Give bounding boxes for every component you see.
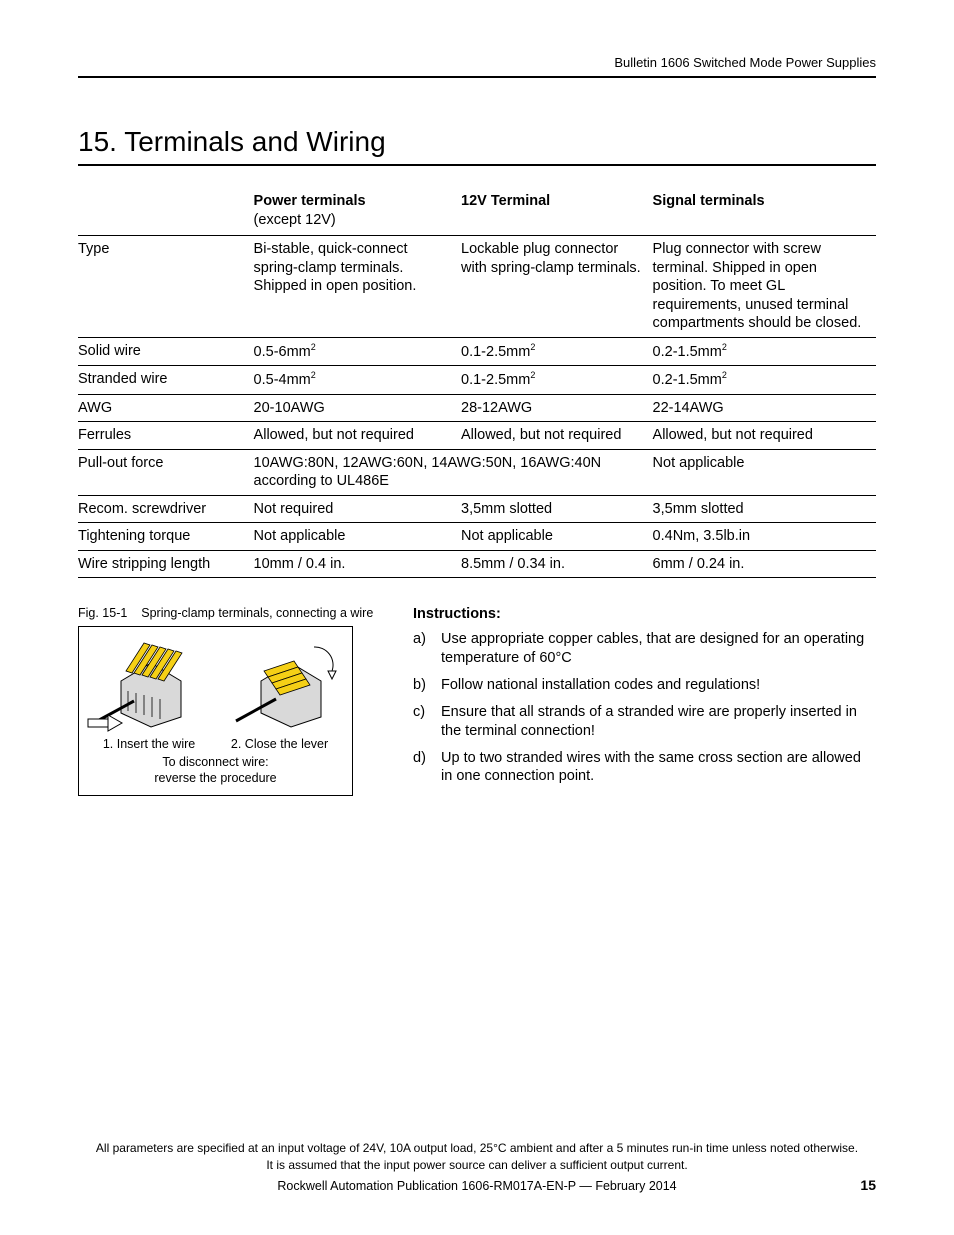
top-rule	[78, 76, 876, 78]
section-heading: 15. Terminals and Wiring	[78, 126, 876, 158]
cell: 0.2-1.5mm2	[653, 366, 876, 394]
figure-caption-text: Spring-clamp terminals, connecting a wir…	[141, 606, 373, 620]
instruction-item: a)Use appropriate copper cables, that ar…	[413, 630, 876, 668]
table-row: Stranded wire0.5-4mm20.1-2.5mm20.2-1.5mm…	[78, 366, 876, 394]
figure-sub1: To disconnect wire:	[162, 755, 268, 769]
table-row: Pull-out force10AWG:80N, 12AWG:60N, 14AW…	[78, 449, 876, 495]
spring-clamp-diagram	[86, 635, 346, 733]
instruction-marker: c)	[413, 703, 441, 741]
figure-sub2: reverse the procedure	[154, 771, 276, 785]
footer-line2: It is assumed that the input power sourc…	[78, 1157, 876, 1174]
cell: 6mm / 0.24 in.	[653, 550, 876, 578]
row-label: Ferrules	[78, 422, 254, 450]
row-label: AWG	[78, 394, 254, 422]
table-row: TypeBi-stable, quick-connect spring-clam…	[78, 236, 876, 338]
cell: Allowed, but not required	[653, 422, 876, 450]
col-power-label: Power terminals	[254, 193, 366, 209]
row-label: Tightening torque	[78, 523, 254, 551]
cell: 20-10AWG	[254, 394, 461, 422]
instruction-text: Use appropriate copper cables, that are …	[441, 630, 876, 668]
instruction-item: b)Follow national installation codes and…	[413, 676, 876, 695]
col-power-sub: (except 12V)	[254, 212, 336, 228]
col-12v: 12V Terminal	[461, 188, 653, 236]
cell: Allowed, but not required	[254, 422, 461, 450]
figure-step1: 1. Insert the wire	[103, 737, 195, 751]
instructions-title: Instructions:	[413, 606, 876, 622]
cell: 10mm / 0.4 in.	[254, 550, 461, 578]
page-footer: All parameters are specified at an input…	[78, 1140, 876, 1195]
instruction-text: Up to two stranded wires with the same c…	[441, 749, 876, 787]
table-row: Wire stripping length10mm / 0.4 in.8.5mm…	[78, 550, 876, 578]
instruction-text: Follow national installation codes and r…	[441, 676, 760, 695]
figure-step2: 2. Close the lever	[231, 737, 328, 751]
instruction-marker: b)	[413, 676, 441, 695]
table-row: FerrulesAllowed, but not requiredAllowed…	[78, 422, 876, 450]
cell: 8.5mm / 0.34 in.	[461, 550, 653, 578]
cell: 0.2-1.5mm2	[653, 337, 876, 365]
instruction-text: Ensure that all strands of a stranded wi…	[441, 703, 876, 741]
cell: 0.4Nm, 3.5lb.in	[653, 523, 876, 551]
cell: 0.1-2.5mm2	[461, 337, 653, 365]
figure-box: 1. Insert the wire 2. Close the lever To…	[78, 626, 353, 796]
cell: 0.5-6mm2	[254, 337, 461, 365]
cell: 3,5mm slotted	[461, 495, 653, 523]
cell: Allowed, but not required	[461, 422, 653, 450]
instruction-item: c)Ensure that all strands of a stranded …	[413, 703, 876, 741]
row-label: Wire stripping length	[78, 550, 254, 578]
cell: Plug connector with screw terminal. Ship…	[653, 236, 876, 338]
col-power: Power terminals (except 12V)	[254, 188, 461, 236]
col-blank	[78, 188, 254, 236]
table-header-row: Power terminals (except 12V) 12V Termina…	[78, 188, 876, 236]
row-label: Recom. screwdriver	[78, 495, 254, 523]
footer-pub: Rockwell Automation Publication 1606-RM0…	[277, 1179, 676, 1193]
cell: Lockable plug connector with spring-clam…	[461, 236, 653, 338]
table-row: Tightening torqueNot applicableNot appli…	[78, 523, 876, 551]
cell: 0.5-4mm2	[254, 366, 461, 394]
figure-caption: Fig. 15-1 Spring-clamp terminals, connec…	[78, 606, 383, 620]
terminals-table: Power terminals (except 12V) 12V Termina…	[78, 188, 876, 578]
cell: Not applicable	[461, 523, 653, 551]
row-label: Stranded wire	[78, 366, 254, 394]
table-row: AWG20-10AWG28-12AWG22-14AWG	[78, 394, 876, 422]
table-row: Recom. screwdriverNot required3,5mm slot…	[78, 495, 876, 523]
figure-caption-prefix: Fig. 15-1	[78, 606, 127, 620]
cell: Not applicable	[653, 449, 876, 495]
col-signal: Signal terminals	[653, 188, 876, 236]
instruction-marker: a)	[413, 630, 441, 668]
cell: 0.1-2.5mm2	[461, 366, 653, 394]
cell: 28-12AWG	[461, 394, 653, 422]
cell: 3,5mm slotted	[653, 495, 876, 523]
page-number: 15	[860, 1175, 876, 1195]
instruction-item: d)Up to two stranded wires with the same…	[413, 749, 876, 787]
instructions-list: a)Use appropriate copper cables, that ar…	[413, 630, 876, 786]
cell: 22-14AWG	[653, 394, 876, 422]
cell: Bi-stable, quick-connect spring-clamp te…	[254, 236, 461, 338]
row-label: Type	[78, 236, 254, 338]
running-header: Bulletin 1606 Switched Mode Power Suppli…	[78, 55, 876, 70]
cell: Not required	[254, 495, 461, 523]
section-title: Terminals and Wiring	[124, 126, 385, 157]
section-number: 15.	[78, 126, 117, 157]
instruction-marker: d)	[413, 749, 441, 787]
footer-line1: All parameters are specified at an input…	[78, 1140, 876, 1157]
table-row: Solid wire0.5-6mm20.1-2.5mm20.2-1.5mm2	[78, 337, 876, 365]
row-label: Solid wire	[78, 337, 254, 365]
heading-rule	[78, 164, 876, 166]
row-label: Pull-out force	[78, 449, 254, 495]
cell: Not applicable	[254, 523, 461, 551]
cell: 10AWG:80N, 12AWG:60N, 14AWG:50N, 16AWG:4…	[254, 449, 653, 495]
